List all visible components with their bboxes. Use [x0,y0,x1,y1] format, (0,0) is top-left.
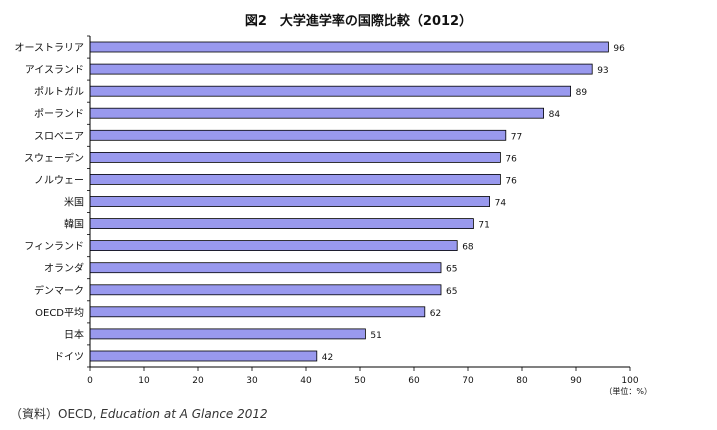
value-label-9: 68 [462,243,474,253]
category-label-14: ドイツ [54,352,84,363]
value-label-2: 89 [576,88,588,98]
bar-7 [89,196,491,207]
category-label-12: OECD平均 [35,307,84,319]
category-label-9: フィンランド [24,241,84,253]
value-label-8: 71 [478,221,489,231]
value-label-0: 96 [613,44,625,54]
x-tick-label-0: 0 [87,376,93,386]
category-label-3: ポーランド [34,108,84,120]
source-prefix: （資料）OECD, [10,407,101,421]
category-label-13: 日本 [64,328,84,341]
bar-12 [89,306,426,318]
value-label-5: 76 [505,154,517,164]
x-tick-label-2: 20 [192,376,204,386]
value-label-14: 42 [322,353,333,363]
category-label-8: 韓国 [64,219,84,231]
category-label-1: アイスランド [25,64,84,76]
bar-9 [89,240,458,252]
bar-10 [89,262,442,274]
x-tick-label-1: 10 [138,376,150,386]
category-label-7: 米国 [64,196,84,209]
category-labels: オーストラリアアイスランドポルトガルポーランドスロベニアスウェーデンノルウェー米… [15,42,85,363]
x-tick-label-5: 50 [354,376,366,386]
source-publication: Education at A Glance 2012 [100,407,268,421]
bar-5 [89,151,501,163]
category-label-6: ノルウェー [34,174,84,186]
bar-0 [89,41,609,53]
bar-11 [89,284,442,296]
bar-3 [89,107,545,119]
source-note: （資料）OECD, Education at A Glance 2012 [10,405,268,422]
category-label-4: スロベニア [34,130,84,142]
value-label-11: 65 [446,287,457,297]
bar-2 [89,85,572,97]
value-label-12: 62 [430,309,441,319]
value-label-13: 51 [370,331,381,341]
bar-1 [89,63,593,75]
x-tick-label-6: 60 [408,376,420,386]
bar-8 [89,218,474,230]
bar-4 [89,129,507,141]
category-label-10: オランダ [44,262,84,275]
category-label-2: ポルトガル [34,86,84,98]
bars-group [89,41,609,362]
category-label-5: スウェーデン [24,151,84,164]
category-label-11: デンマーク [34,284,84,297]
axes-group [87,35,631,371]
category-label-0: オーストラリア [15,42,85,54]
value-label-1: 93 [597,66,608,76]
x-tick-label-4: 40 [300,376,312,386]
x-tick-label-8: 80 [516,376,528,386]
x-tick-label-7: 70 [462,376,474,386]
x-tick-label-9: 90 [570,376,582,386]
value-label-7: 74 [495,199,507,209]
x-tick-labels: 0 10 20 30 40 50 60 70 80 90 100（単位：%） [87,376,652,396]
x-tick-label-3: 30 [246,376,258,386]
unit-label: （単位：%） [604,386,652,396]
bar-13 [89,328,366,340]
value-label-4: 77 [511,132,522,142]
x-tick-label-10: 100 [621,376,638,386]
value-label-3: 84 [549,110,561,120]
value-labels: 96 93 89 84 77 76 76 74 71 68 65 65 62 51 42 [322,44,625,363]
bar-14 [89,350,318,362]
value-label-10: 65 [446,265,457,275]
bar-6 [89,173,501,185]
value-label-6: 76 [505,176,517,186]
chart-title: 図2 大学進学率の国際比較（2012） [244,14,473,29]
